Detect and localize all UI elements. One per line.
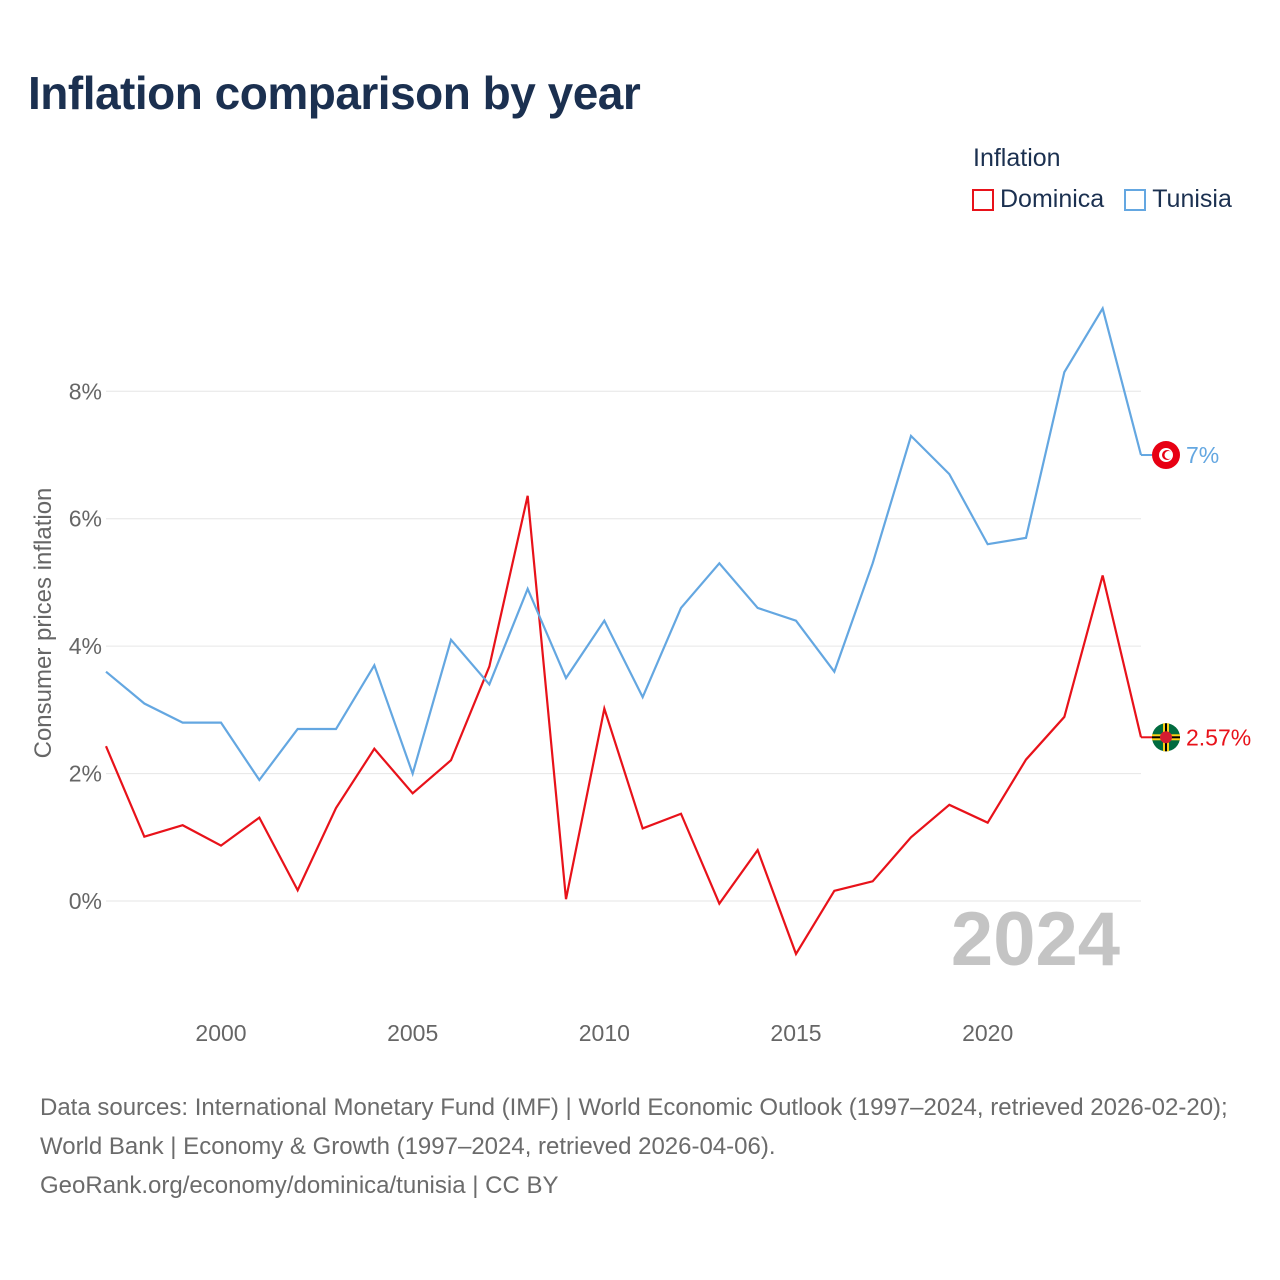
x-tick-label: 2020: [962, 1020, 1013, 1046]
end-value-label-tunisia: 7%: [1186, 442, 1219, 468]
y-tick-label: 2%: [69, 761, 102, 787]
y-axis-label: Consumer prices inflation: [30, 488, 57, 759]
series-line-tunisia[interactable]: [105, 305, 1143, 782]
legend-label-tunisia: Tunisia: [1152, 185, 1232, 213]
data-sources-text: Data sources: International Monetary Fun…: [40, 1094, 1228, 1160]
x-tick-label: 2000: [195, 1020, 246, 1046]
year-watermark: 2024: [951, 897, 1120, 982]
y-tick-label: 6%: [69, 506, 102, 532]
grid-lines: [106, 390, 1141, 902]
series-line-dominica[interactable]: [104, 495, 1143, 957]
legend: Dominica Tunisia: [972, 185, 1232, 214]
legend-item-tunisia[interactable]: Tunisia: [1124, 185, 1232, 214]
legend-item-dominica[interactable]: Dominica: [972, 185, 1104, 214]
flag-icon-tunisia: [1152, 441, 1180, 470]
footer: Data sources: International Monetary Fun…: [40, 1088, 1245, 1205]
legend-label-dominica: Dominica: [1000, 185, 1105, 213]
flag-icon-dominica: [1152, 723, 1180, 752]
y-tick-label: 4%: [69, 633, 102, 659]
y-tick-label: 8%: [69, 378, 102, 404]
x-tick-label: 2005: [387, 1020, 438, 1046]
legend-swatch-dominica: [972, 188, 994, 211]
y-axis-ticks: 0% 2% 4% 6% 8%: [69, 378, 102, 914]
series-lines: [104, 305, 1143, 957]
end-labels: 2.57% 7%: [1141, 441, 1251, 752]
x-tick-label: 2015: [770, 1020, 821, 1046]
x-axis-ticks: 2000 2005 2010 2015 2020: [195, 1020, 1013, 1046]
legend-title: Inflation: [973, 144, 1061, 172]
legend-swatch-tunisia: [1124, 188, 1147, 211]
y-tick-label: 0%: [69, 888, 102, 914]
chart-title: Inflation comparison by year: [28, 67, 641, 119]
x-tick-label: 2010: [579, 1020, 630, 1046]
credit-text[interactable]: GeoRank.org/economy/dominica/tunisia | C…: [40, 1172, 559, 1199]
end-value-label-dominica: 2.57%: [1186, 724, 1251, 750]
